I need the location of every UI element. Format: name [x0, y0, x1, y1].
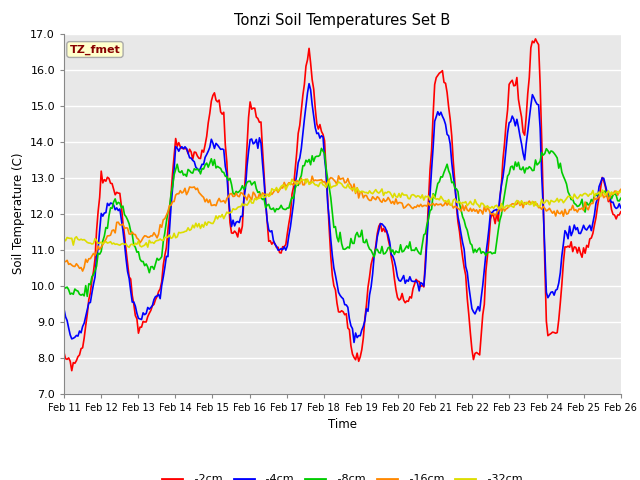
Title: Tonzi Soil Temperatures Set B: Tonzi Soil Temperatures Set B: [234, 13, 451, 28]
Y-axis label: Soil Temperature (C): Soil Temperature (C): [12, 153, 25, 275]
Legend:  -2cm,  -4cm,  -8cm,  -16cm,  -32cm: -2cm, -4cm, -8cm, -16cm, -32cm: [157, 470, 527, 480]
X-axis label: Time: Time: [328, 418, 357, 431]
Text: TZ_fmet: TZ_fmet: [70, 44, 120, 55]
